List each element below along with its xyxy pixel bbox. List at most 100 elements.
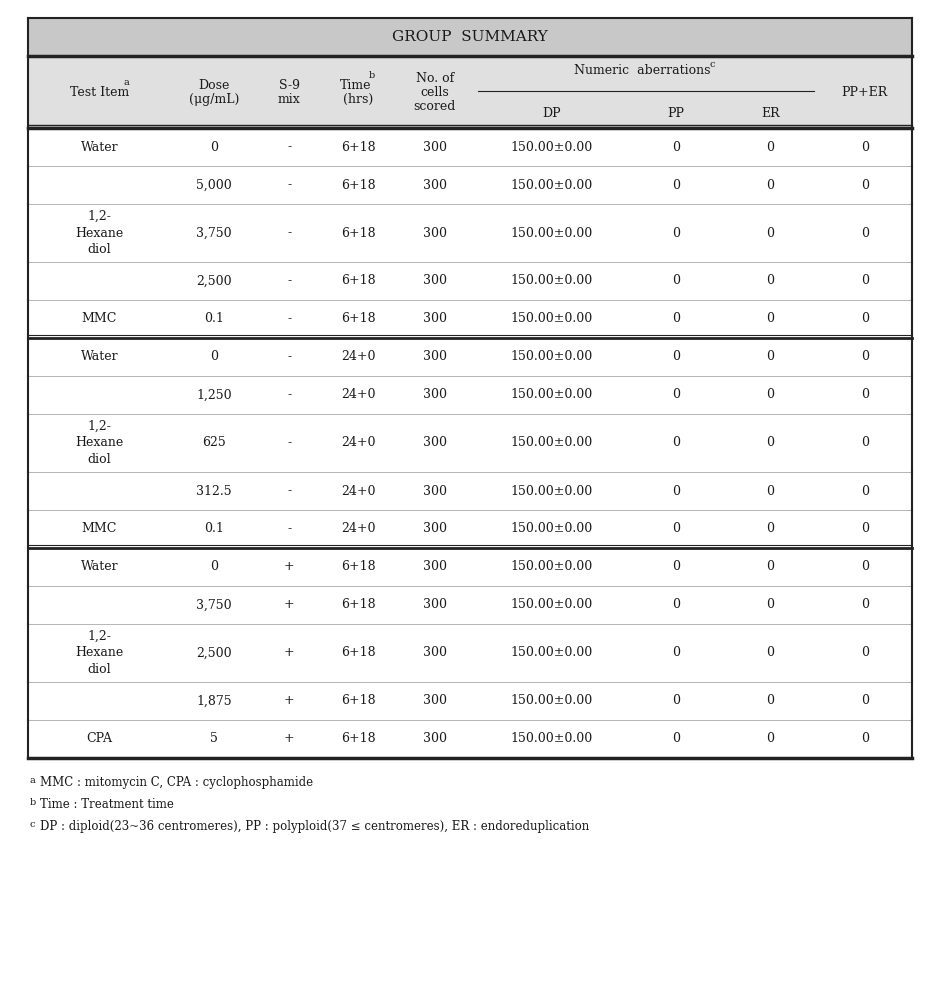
Text: -: -	[287, 523, 291, 536]
Text: 1,875: 1,875	[196, 695, 232, 708]
Text: No. of: No. of	[415, 72, 454, 85]
Text: Test Item: Test Item	[70, 86, 129, 99]
Text: 0: 0	[861, 695, 869, 708]
Text: 6+18: 6+18	[341, 179, 375, 192]
Text: 150.00±0.00: 150.00±0.00	[510, 695, 593, 708]
Text: (hrs): (hrs)	[343, 93, 373, 106]
Text: 1,2-
Hexane
diol: 1,2- Hexane diol	[75, 420, 123, 466]
Text: -: -	[287, 388, 291, 401]
Text: 625: 625	[202, 436, 227, 449]
Bar	[28, 414, 912, 472]
Text: 300: 300	[423, 388, 446, 401]
Text: Water: Water	[81, 141, 118, 154]
Text: 0: 0	[766, 350, 775, 363]
Text: 300: 300	[423, 350, 446, 363]
Text: 300: 300	[423, 141, 446, 154]
Text: +: +	[284, 599, 294, 612]
Text: CPA: CPA	[86, 733, 113, 746]
Text: -: -	[287, 436, 291, 449]
Text: 0: 0	[861, 733, 869, 746]
Text: -: -	[287, 484, 291, 497]
Text: 150.00±0.00: 150.00±0.00	[510, 436, 593, 449]
Text: 0: 0	[861, 484, 869, 497]
Text: -: -	[287, 179, 291, 192]
Text: 0: 0	[766, 227, 775, 240]
Text: 0: 0	[861, 599, 869, 612]
Text: 6+18: 6+18	[341, 141, 375, 154]
Text: 0: 0	[766, 695, 775, 708]
Text: 0: 0	[672, 561, 681, 574]
Text: 2,500: 2,500	[196, 647, 232, 660]
Bar	[28, 720, 912, 758]
Text: PP: PP	[667, 107, 684, 120]
Text: 300: 300	[423, 227, 446, 240]
Text: scored: scored	[414, 100, 456, 113]
Text: 150.00±0.00: 150.00±0.00	[510, 350, 593, 363]
Text: 24+0: 24+0	[341, 388, 375, 401]
Text: 0: 0	[861, 436, 869, 449]
Text: +: +	[284, 695, 294, 708]
Text: 300: 300	[423, 436, 446, 449]
Text: +: +	[284, 647, 294, 660]
Text: 0: 0	[861, 312, 869, 325]
Text: 6+18: 6+18	[341, 599, 375, 612]
Text: 0: 0	[211, 350, 218, 363]
Text: b: b	[30, 798, 37, 807]
Text: MMC : mitomycin C, CPA : cyclophosphamide: MMC : mitomycin C, CPA : cyclophosphamid…	[40, 776, 313, 789]
Text: 150.00±0.00: 150.00±0.00	[510, 227, 593, 240]
Text: 150.00±0.00: 150.00±0.00	[510, 647, 593, 660]
Bar	[28, 376, 912, 414]
Bar	[28, 56, 912, 128]
Text: cells: cells	[420, 86, 449, 99]
Text: Dose: Dose	[198, 79, 230, 92]
Text: 0: 0	[861, 388, 869, 401]
Text: -: -	[287, 350, 291, 363]
Text: 24+0: 24+0	[341, 523, 375, 536]
Text: 3,750: 3,750	[196, 227, 232, 240]
Text: 0: 0	[672, 733, 681, 746]
Text: 0: 0	[766, 523, 775, 536]
Text: 0: 0	[766, 388, 775, 401]
Text: 150.00±0.00: 150.00±0.00	[510, 733, 593, 746]
Text: 0: 0	[766, 274, 775, 287]
Text: 0: 0	[766, 179, 775, 192]
Text: 6+18: 6+18	[341, 274, 375, 287]
Text: S-9: S-9	[278, 79, 300, 92]
Text: +: +	[284, 561, 294, 574]
Text: mix: mix	[278, 93, 301, 106]
Bar	[28, 338, 912, 376]
Text: 300: 300	[423, 179, 446, 192]
Text: 300: 300	[423, 523, 446, 536]
Text: 0: 0	[672, 599, 681, 612]
Text: 300: 300	[423, 599, 446, 612]
Text: 1,2-
Hexane
diol: 1,2- Hexane diol	[75, 210, 123, 256]
Text: ER: ER	[761, 107, 780, 120]
Text: 0: 0	[672, 484, 681, 497]
Text: 300: 300	[423, 312, 446, 325]
Text: 6+18: 6+18	[341, 561, 375, 574]
Text: 0: 0	[861, 274, 869, 287]
Text: +: +	[284, 733, 294, 746]
Text: 5,000: 5,000	[196, 179, 232, 192]
Text: GROUP  SUMMARY: GROUP SUMMARY	[392, 30, 548, 44]
Text: 24+0: 24+0	[341, 436, 375, 449]
Text: 0: 0	[861, 141, 869, 154]
Bar	[28, 128, 912, 166]
Text: 0: 0	[672, 227, 681, 240]
Text: 0: 0	[861, 647, 869, 660]
Text: 24+0: 24+0	[341, 350, 375, 363]
Text: 0: 0	[766, 484, 775, 497]
Text: 0: 0	[672, 695, 681, 708]
Text: 0: 0	[766, 312, 775, 325]
Text: 150.00±0.00: 150.00±0.00	[510, 312, 593, 325]
Text: DP : diploid(23~36 centromeres), PP : polyploid(37 ≤ centromeres), ER : endoredu: DP : diploid(23~36 centromeres), PP : po…	[40, 820, 589, 833]
Text: -: -	[287, 141, 291, 154]
Text: 150.00±0.00: 150.00±0.00	[510, 141, 593, 154]
Text: a: a	[30, 776, 36, 785]
Text: 0: 0	[672, 523, 681, 536]
Text: 0: 0	[672, 647, 681, 660]
Text: 24+0: 24+0	[341, 484, 375, 497]
Text: -: -	[287, 227, 291, 240]
Text: 150.00±0.00: 150.00±0.00	[510, 388, 593, 401]
Text: 6+18: 6+18	[341, 733, 375, 746]
